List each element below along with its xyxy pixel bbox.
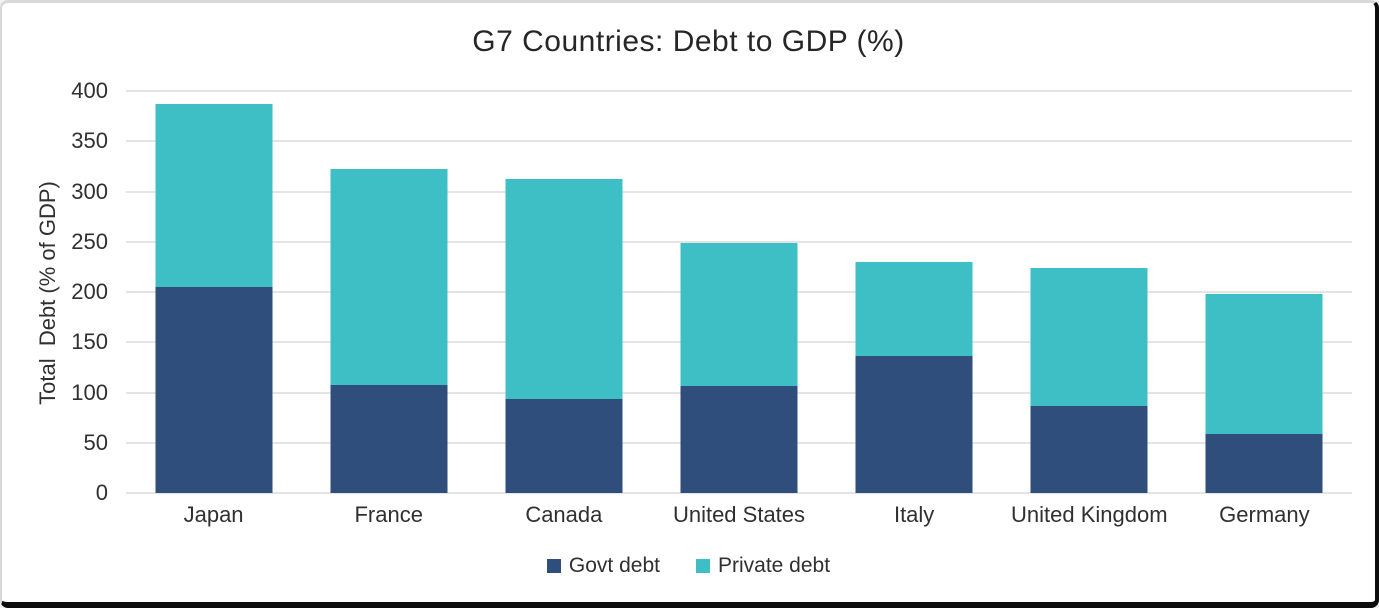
private-debt-segment-united-states: [680, 242, 798, 387]
legend-swatch-govt-debt: [546, 559, 561, 573]
chart-title: G7 Countries: Debt to GDP (%): [472, 25, 905, 58]
y-tick-label-100: 100: [71, 379, 108, 405]
y-tick-label-400: 400: [71, 78, 108, 103]
legend-item-private-debt: Private debt: [695, 554, 831, 578]
y-tick-label-0: 0: [95, 480, 108, 505]
bar-group-japan: [126, 91, 301, 493]
legend-item-govt-debt: Govt debt: [546, 554, 660, 578]
govt-debt-segment-united-kingdom: [1030, 405, 1148, 493]
gridline-250: [126, 240, 1352, 243]
bar-group-canada: [476, 91, 651, 493]
private-debt-segment-germany: [1205, 294, 1323, 434]
y-tick-label-150: 150: [71, 329, 108, 355]
x-axis-labels: Japan France Canada United States Italy Unite…: [126, 502, 1352, 528]
y-tick-label-250: 250: [71, 228, 108, 254]
plot-area: [126, 90, 1352, 494]
govt-debt-segment-canada: [505, 398, 623, 493]
govt-debt-segment-france: [330, 385, 448, 493]
gridline-0: [126, 492, 1352, 494]
bar-group-germany: [1177, 91, 1352, 493]
private-debt-segment-united-kingdom: [1030, 267, 1148, 406]
govt-debt-segment-germany: [1205, 433, 1323, 493]
bar-group-italy: [827, 91, 1002, 493]
bars-layer: [126, 91, 1352, 493]
x-label-italy: Italy: [893, 502, 935, 527]
legend-label-private-debt: Private debt: [717, 554, 831, 577]
bar-group-france: [301, 91, 476, 493]
x-label-germany: Germany: [1219, 502, 1310, 527]
y-tick-label-50: 50: [83, 429, 108, 455]
govt-debt-segment-united-states: [680, 386, 798, 493]
x-label-france: France: [354, 502, 423, 527]
private-debt-segment-canada: [505, 179, 623, 399]
x-label-united-states: United States: [672, 502, 806, 527]
private-debt-segment-italy: [855, 261, 973, 357]
govt-debt-segment-japan: [155, 286, 273, 493]
x-label-japan: Japan: [183, 502, 244, 527]
bar-group-united-states: [651, 91, 826, 493]
x-label-canada: Canada: [525, 502, 603, 527]
private-debt-segment-japan: [155, 104, 273, 287]
gridline-300: [126, 190, 1352, 193]
gridline-350: [126, 140, 1352, 143]
bar-group-united-kingdom: [1002, 91, 1177, 493]
x-label-united-kingdom: United Kingdom: [1011, 502, 1168, 527]
gridline-400: [126, 90, 1352, 93]
private-debt-segment-france: [330, 169, 448, 386]
y-tick-label-350: 350: [71, 128, 108, 154]
y-tick-labels: 0 50 100 150 200 250 300 350 400: [20, 78, 108, 505]
legend-label-govt-debt: Govt debt: [568, 554, 660, 577]
govt-debt-segment-italy: [855, 356, 973, 493]
legend: Govt debt Private debt: [2, 554, 1375, 578]
y-tick-label-300: 300: [71, 178, 108, 204]
legend-swatch-private-debt: [695, 559, 710, 573]
y-tick-label-200: 200: [71, 279, 108, 304]
